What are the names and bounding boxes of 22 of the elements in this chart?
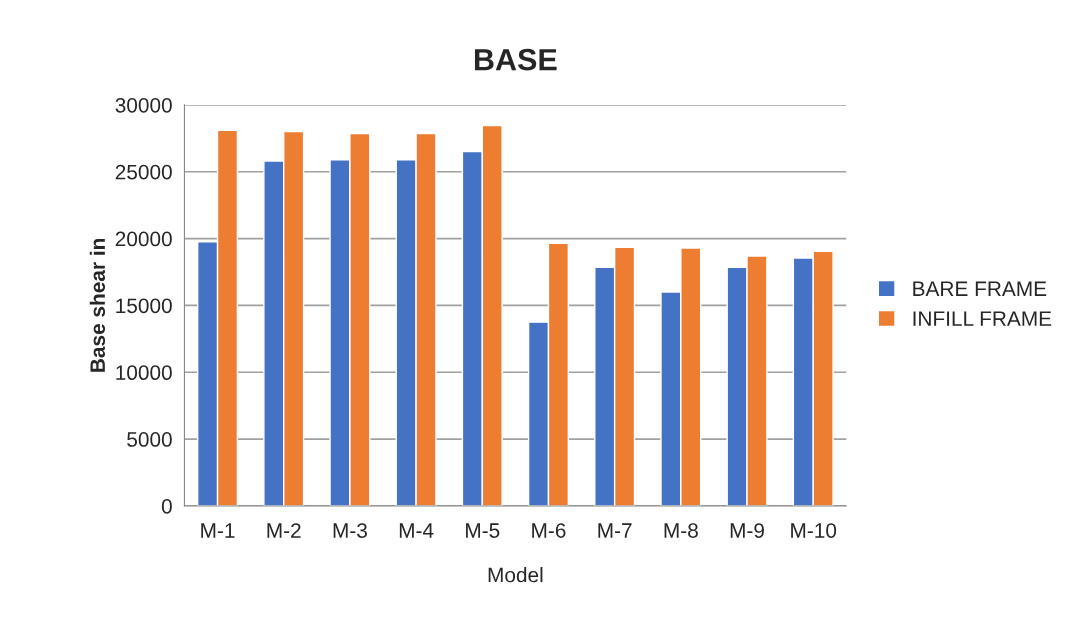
chart-title: BASE [474, 48, 557, 71]
y-tick-label: 10000 [116, 365, 172, 381]
x-tick-label: M-2 [267, 523, 301, 538]
x-tick-label: M-8 [664, 523, 698, 538]
x-axis-title: Model [488, 567, 543, 583]
x-tick-label: M-10 [791, 523, 837, 538]
x-tick-label: M-9 [730, 523, 764, 538]
x-tick-label: M-7 [598, 523, 632, 538]
y-tick-label: 0 [161, 498, 172, 514]
y-tick-label: 5000 [127, 432, 172, 447]
y-tick-label: 20000 [115, 231, 172, 247]
legend-label: INFILL FRAME [913, 311, 1052, 326]
x-tick-label: M-4 [399, 523, 434, 538]
x-tick-label: M-3 [333, 523, 367, 538]
y-tick-label: 15000 [116, 298, 172, 314]
y-tick-label: 25000 [115, 164, 172, 180]
y-axis-title: Base shear in [89, 238, 106, 372]
x-tick-label: M-5 [466, 523, 500, 538]
legend-label: BARE FRAME [913, 281, 1047, 296]
y-tick-label: 30000 [115, 97, 172, 113]
x-tick-label: M-1 [201, 523, 235, 538]
x-tick-label: M-6 [532, 523, 566, 538]
